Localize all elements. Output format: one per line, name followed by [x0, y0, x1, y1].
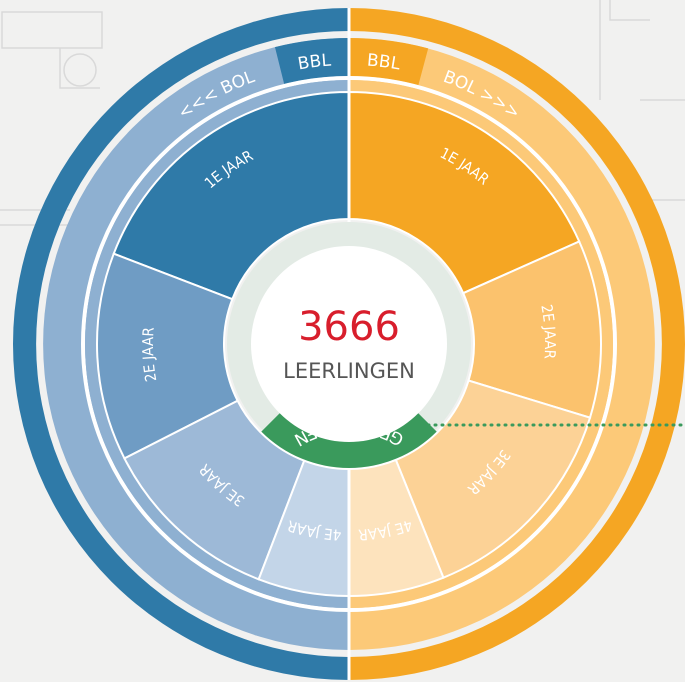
- segment: [394, 379, 592, 579]
- band-small-right: [349, 38, 429, 86]
- segment: [112, 90, 350, 301]
- segment: [123, 399, 306, 581]
- segment-label: 2E JAAR: [537, 303, 559, 359]
- band-right: [349, 38, 655, 650]
- band-small-left: [274, 38, 349, 84]
- band-label: BBL: [366, 51, 402, 75]
- segment: [96, 252, 239, 460]
- rings: [13, 8, 685, 680]
- student-label: LEERLINGEN: [283, 359, 415, 383]
- badge-arc: [261, 413, 437, 469]
- student-count: 3666: [298, 304, 400, 350]
- band-left: [43, 38, 350, 650]
- segment-label: 2E JAAR: [139, 327, 160, 383]
- band-label: BBL: [296, 51, 332, 75]
- center-disc: [251, 246, 447, 442]
- segment: [257, 459, 350, 598]
- segment: [348, 90, 581, 295]
